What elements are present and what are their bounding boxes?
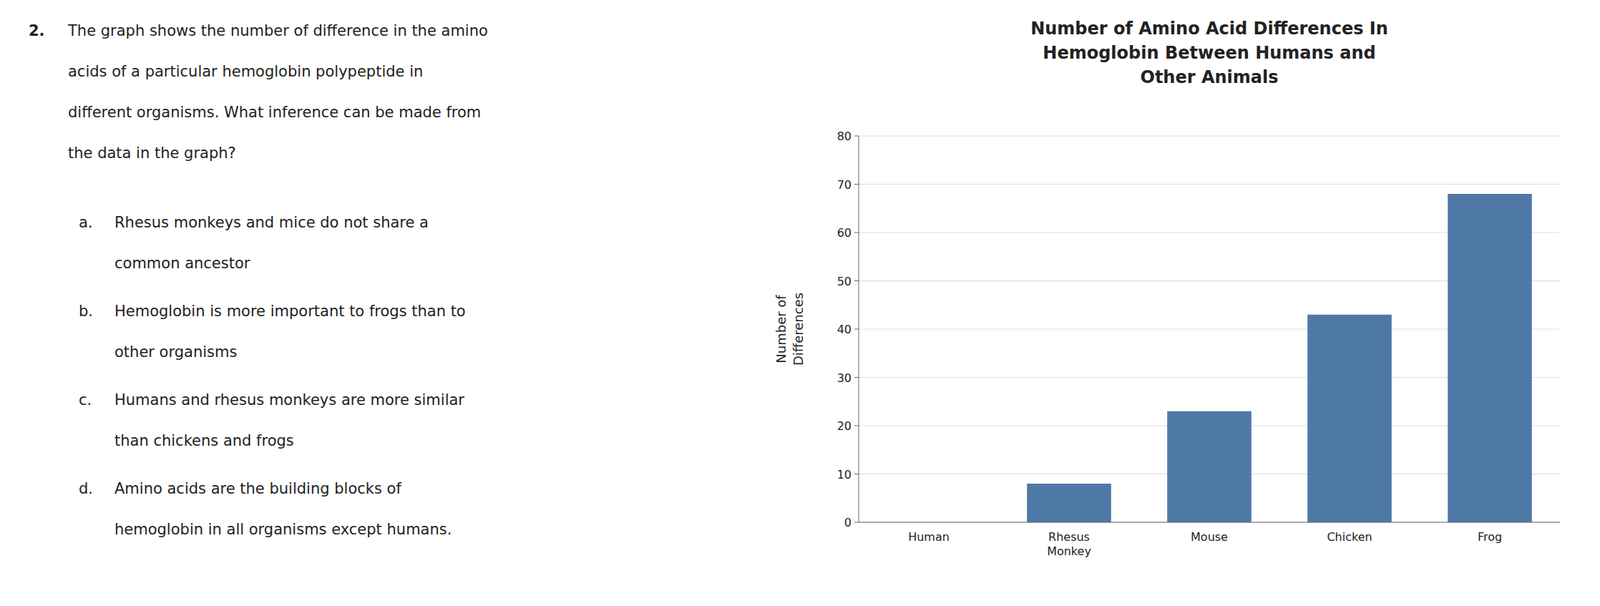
annotation-text: Hemoglobin is more important to frogs th… [114, 302, 466, 320]
x-tick-label: Chicken [1326, 530, 1372, 544]
x-tick-label-line: Mouse [1190, 530, 1228, 544]
annotation-text: acids of a particular hemoglobin polypep… [67, 62, 423, 81]
y-tick-label: 0 [844, 515, 852, 530]
bar [1307, 314, 1392, 523]
y-tick [854, 329, 859, 330]
chart-title-line: Hemoglobin Between Humans and [1042, 42, 1376, 63]
y-tick [854, 280, 859, 282]
y-tick [854, 183, 859, 185]
y-axis-label-line: Number of [773, 294, 789, 364]
x-tick-label-line: Chicken [1326, 530, 1372, 544]
y-tick [854, 425, 859, 427]
x-tick-label-line: Monkey [1046, 544, 1092, 559]
annotation-label: a. [78, 213, 94, 232]
y-tick [854, 232, 859, 234]
y-tick-label: 70 [837, 178, 852, 192]
chart-title-line: Number of Amino Acid Differences In [1030, 18, 1389, 39]
y-tick [854, 135, 859, 137]
grid-line [858, 522, 1560, 524]
y-tick-label: 50 [837, 274, 852, 289]
annotation-text: Humans and rhesus monkeys are more simil… [114, 391, 465, 409]
y-tick [854, 473, 859, 475]
annotation-text: hemoglobin in all organisms except human… [114, 520, 452, 539]
y-tick [854, 377, 859, 378]
y-tick-label: 40 [837, 322, 852, 337]
y-axis-label: Number ofDifferences [773, 292, 806, 366]
y-axis-label-line: Differences [790, 292, 806, 366]
x-axis-line [858, 522, 1560, 524]
y-tick-label: 20 [837, 419, 852, 433]
annotation-text: The graph shows the number of difference… [67, 22, 489, 40]
chart-root: 2. The graph shows the number of differen… [0, 0, 1600, 606]
y-tick-label: 60 [837, 226, 852, 240]
bar [1026, 483, 1112, 523]
annotation-label: b. [78, 302, 94, 320]
annotation-label: c. [78, 391, 92, 409]
grid-line [858, 135, 1560, 137]
y-tick-label: 10 [837, 467, 852, 482]
y-tick-label: 80 [837, 129, 852, 144]
annotation-text: common ancestor [114, 254, 251, 272]
annotation-text: other organisms [114, 343, 237, 361]
x-tick-label: Human [908, 530, 950, 544]
bars [1026, 193, 1533, 523]
annotation-label: 2. [28, 22, 46, 40]
bar [1447, 193, 1533, 523]
x-tick-label: Mouse [1190, 530, 1228, 544]
background [0, 0, 1600, 606]
chart-title-line: Other Animals [1139, 67, 1278, 88]
y-axis-line [858, 135, 860, 523]
annotation-text: different organisms. What inference can … [67, 103, 481, 121]
annotation-text: Amino acids are the building blocks of [114, 480, 402, 498]
bar [1167, 411, 1252, 523]
x-tick-label: RhesusMonkey [1046, 530, 1092, 559]
x-tick-label-line: Human [908, 530, 950, 544]
annotation-text: Rhesus monkeys and mice do not share a [114, 213, 429, 232]
annotation-text: the data in the graph? [67, 144, 237, 162]
grid-line [858, 183, 1560, 185]
annotation-text: than chickens and frogs [114, 432, 295, 450]
annotation-label: d. [78, 480, 94, 498]
x-tick-label: Frog [1477, 530, 1502, 544]
y-tick-label: 30 [837, 371, 852, 385]
y-tick [854, 522, 859, 524]
x-tick-label-line: Rhesus [1048, 530, 1090, 544]
x-tick-label-line: Frog [1477, 530, 1502, 544]
chart-title: Number of Amino Acid Differences In Hemog… [1030, 18, 1389, 88]
